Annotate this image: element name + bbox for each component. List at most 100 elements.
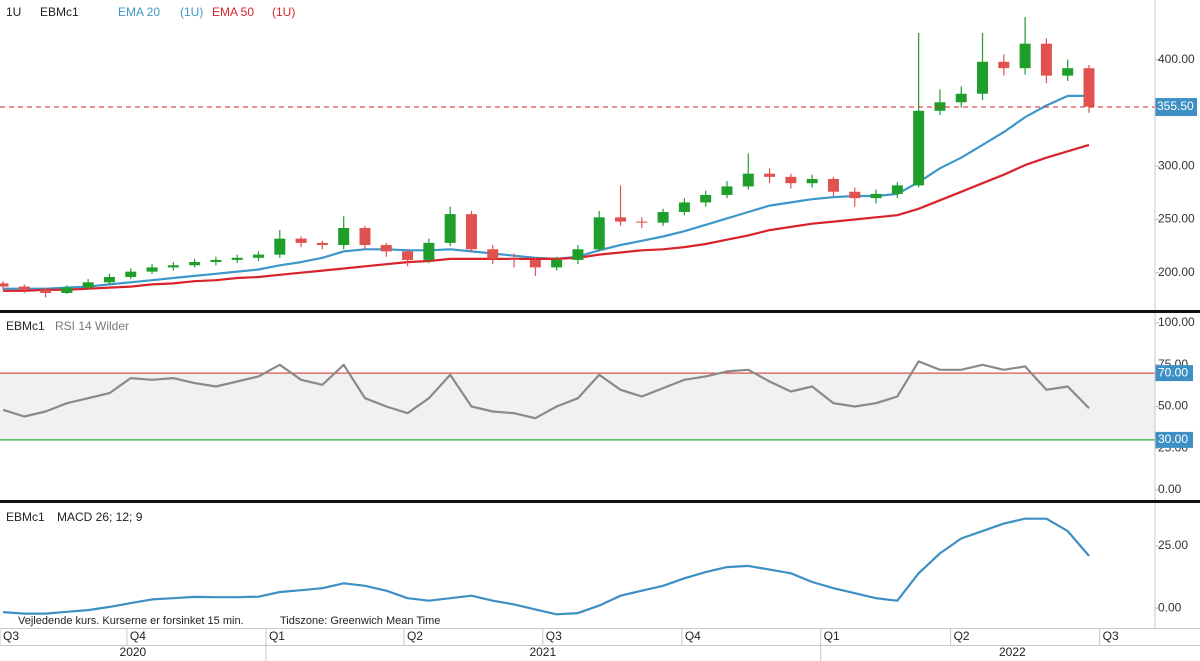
x-tick-label: Q4 <box>130 629 146 643</box>
y-tick-label: 300.00 <box>1158 158 1195 172</box>
candle-body <box>231 257 243 260</box>
candle-body <box>146 267 158 272</box>
y-tick-label: 25.00 <box>1158 538 1188 552</box>
plot-layer: 200.00 250.00 300.00 400.00 355.50 0.00 25.00 5… <box>0 17 1197 661</box>
symbol: EBMc1 <box>40 5 79 19</box>
y-tick-label: 0.00 <box>1158 600 1182 614</box>
x-tick-label: Q3 <box>3 629 19 643</box>
level-label: 70.00 <box>1158 365 1188 379</box>
candle-body <box>870 193 882 199</box>
candle-body <box>572 249 584 260</box>
candle-body <box>274 238 286 255</box>
footer-note: Vejledende kurs. Kurserne er forsinket 1… <box>18 615 244 627</box>
candle-body <box>1040 43 1052 76</box>
candle-body <box>1083 68 1095 107</box>
level-label-box <box>1155 431 1193 448</box>
candle-body <box>103 276 115 283</box>
candle-body <box>40 289 52 293</box>
x-tick-label: Q2 <box>407 629 423 643</box>
candle-body <box>849 191 861 199</box>
candle-body <box>316 242 328 246</box>
candle-body <box>189 262 201 266</box>
candle-body <box>615 217 627 222</box>
candle-body <box>508 258 520 260</box>
candle-body <box>1019 43 1031 69</box>
last-price-label: 355.50 <box>1157 99 1194 113</box>
candle-body <box>359 227 371 246</box>
last-price-box <box>1155 98 1197 117</box>
candle-body <box>913 110 925 186</box>
candle-body <box>444 214 456 243</box>
candle-body <box>955 93 967 103</box>
year-label: 2022 <box>999 645 1026 659</box>
candle-body <box>1062 68 1074 76</box>
panel-divider <box>0 310 1200 313</box>
candle-body <box>465 214 477 250</box>
legend-params: (1U) <box>272 5 295 19</box>
year-label: 2021 <box>529 645 556 659</box>
y-tick-label: 50.00 <box>1158 399 1188 413</box>
candle-body <box>721 186 733 195</box>
level-label: 30.00 <box>1158 432 1188 446</box>
candle-body <box>764 173 776 177</box>
panel-title: MACD 26; 12; 9 <box>57 510 143 524</box>
y-tick-label: 200.00 <box>1158 265 1195 279</box>
candle-body <box>678 202 690 212</box>
x-tick-label: Q1 <box>824 629 840 643</box>
interval: 1U <box>6 5 21 19</box>
candle-body <box>423 242 435 260</box>
series-line <box>2 360 1090 420</box>
candle-body <box>998 61 1010 69</box>
panel-divider <box>0 500 1200 503</box>
candle-body <box>61 287 73 293</box>
candle-body <box>295 238 307 243</box>
candle-body <box>487 249 499 259</box>
x-tick-label: Q2 <box>954 629 970 643</box>
candle-body <box>82 282 94 288</box>
x-tick-label: Q4 <box>685 629 701 643</box>
candle-body <box>380 245 392 252</box>
candle-body <box>253 254 265 258</box>
candle-body <box>742 173 754 187</box>
candle-body <box>700 194 712 203</box>
candle-body <box>402 251 414 260</box>
symbol: EBMc1 <box>6 319 45 333</box>
candle-body <box>0 283 9 287</box>
panel-title: RSI 14 Wilder <box>55 319 129 333</box>
x-tick-label: Q1 <box>269 629 285 643</box>
candle-body <box>551 259 563 268</box>
candle-body <box>18 286 30 290</box>
candle-body <box>636 221 648 223</box>
footer-timezone: Tidszone: Greenwich Mean Time <box>280 615 440 627</box>
candle-body <box>125 271 137 277</box>
symbol: EBMc1 <box>6 510 45 524</box>
candle-body <box>806 178 818 184</box>
candle-body <box>977 61 989 94</box>
legend-entry: EMA 50 <box>212 5 254 19</box>
candle-body <box>934 102 946 111</box>
x-tick-label: Q3 <box>546 629 562 643</box>
candle-body <box>593 217 605 250</box>
y-tick-label: 400.00 <box>1158 52 1195 66</box>
candle-body <box>827 178 839 192</box>
level-band <box>0 373 1155 440</box>
legend-entry: EMA 20 <box>118 5 160 19</box>
candle-body <box>529 259 541 268</box>
y-tick-label: 250.00 <box>1158 212 1195 226</box>
series-line <box>2 517 1090 616</box>
year-label: 2020 <box>120 645 147 659</box>
y-tick-label: 0.00 <box>1158 482 1182 496</box>
candle-body <box>891 185 903 194</box>
candle-body <box>785 176 797 184</box>
candle-body <box>338 227 350 246</box>
level-label-box <box>1155 365 1193 382</box>
legend-params: (1U) <box>180 5 203 19</box>
series-line <box>3 143 1090 292</box>
candle-body <box>210 259 222 263</box>
candle-body <box>167 265 179 268</box>
candle-body <box>657 211 669 223</box>
x-tick-label: Q3 <box>1103 629 1119 643</box>
y-tick-label: 100.00 <box>1158 315 1195 329</box>
